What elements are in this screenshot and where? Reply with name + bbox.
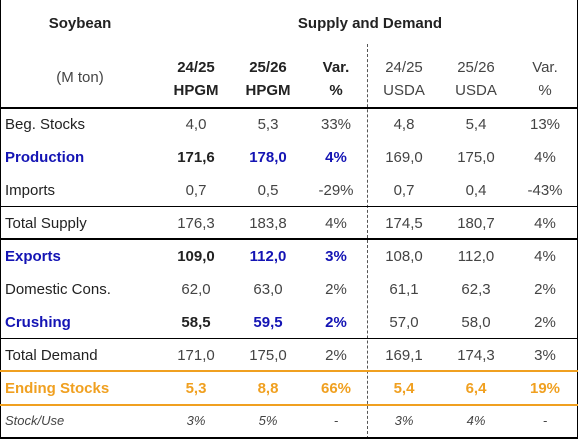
- table-cell: 2%: [534, 281, 556, 298]
- table-cell: 175,0: [457, 149, 495, 166]
- table-cell: 0,5: [257, 182, 279, 199]
- table-cell: 5%: [258, 413, 278, 428]
- source-divider: [367, 44, 368, 439]
- table-cell: 4,0: [185, 116, 207, 133]
- table-cell: 0,7: [393, 182, 415, 199]
- table-cell: 4%: [325, 149, 347, 166]
- table-cell: 109,0: [177, 248, 215, 265]
- col-header-line2: USDA: [455, 82, 497, 99]
- table-cell: 2%: [325, 281, 347, 298]
- row-rule: [0, 338, 578, 339]
- col-header-line1: 25/26: [457, 59, 495, 76]
- table-cell: 3%: [325, 248, 347, 265]
- table-cell: 2%: [325, 314, 347, 331]
- table-cell: 4,8: [393, 116, 415, 133]
- table-cell: 108,0: [385, 248, 423, 265]
- table-cell: 61,1: [389, 281, 419, 298]
- table-cell: 62,0: [181, 281, 211, 298]
- table-cell: 57,0: [389, 314, 419, 331]
- row-label: Stock/Use: [5, 413, 65, 428]
- table-cell: 63,0: [253, 281, 283, 298]
- table-cell: 174,5: [385, 215, 423, 232]
- row-rule: [0, 206, 578, 207]
- col-header-line1: 24/25: [385, 59, 423, 76]
- table-cell: 175,0: [249, 347, 287, 364]
- table-cell: 180,7: [457, 215, 495, 232]
- table-cell: 4%: [534, 149, 556, 166]
- col-header-line2: HPGM: [173, 82, 219, 99]
- table-cell: 4%: [466, 413, 486, 428]
- col-header-line2: USDA: [383, 82, 425, 99]
- header-rule: [0, 107, 578, 109]
- table-cell: 58,0: [461, 314, 491, 331]
- table-cell: 5,4: [465, 116, 487, 133]
- row-label: Crushing: [5, 314, 71, 331]
- table-cell: 13%: [529, 116, 561, 133]
- row-label: Imports: [5, 182, 56, 199]
- table-cell: 5,3: [185, 380, 207, 397]
- row-label: Total Demand: [5, 347, 98, 364]
- table-left-border: [0, 0, 1, 439]
- table-cell: 112,0: [249, 248, 287, 265]
- table-cell: 2%: [325, 347, 347, 364]
- col-header-line2: %: [538, 82, 552, 99]
- ending-stocks-bottom-rule: [0, 404, 578, 406]
- col-header-line2: HPGM: [245, 82, 291, 99]
- table-cell: 3%: [394, 413, 414, 428]
- table-cell: 2%: [534, 314, 556, 331]
- table-cell: -29%: [318, 182, 354, 199]
- table-cell: 183,8: [249, 215, 287, 232]
- table-cell: 169,0: [385, 149, 423, 166]
- table-cell: 174,3: [457, 347, 495, 364]
- table-cell: 0,7: [185, 182, 207, 199]
- table-cell: 58,5: [181, 314, 211, 331]
- table-cell: 33%: [320, 116, 352, 133]
- table-cell: 19%: [529, 380, 561, 397]
- table-cell: 3%: [186, 413, 206, 428]
- row-label: Ending Stocks: [5, 380, 110, 397]
- unit-label: (M ton): [56, 69, 104, 86]
- table-cell: 178,0: [249, 149, 287, 166]
- table-cell: 0,4: [465, 182, 487, 199]
- table-cell: -: [542, 413, 548, 428]
- table-cell: 5,3: [257, 116, 279, 133]
- table-bottom-rule: [0, 437, 578, 439]
- col-header-line1: 24/25: [177, 59, 215, 76]
- table-cell: 6,4: [465, 380, 487, 397]
- col-header-line1: 25/26: [249, 59, 287, 76]
- table-cell: 62,3: [461, 281, 491, 298]
- section-rule: [0, 238, 578, 240]
- col-header-line2: %: [329, 82, 343, 99]
- table-cell: 169,1: [385, 347, 423, 364]
- col-header-line1: Var.: [532, 59, 558, 76]
- row-label: Exports: [5, 248, 61, 265]
- col-header-line1: Var.: [322, 59, 350, 76]
- table-cell: -43%: [527, 182, 563, 199]
- table-cell: 8,8: [257, 380, 279, 397]
- table-cell: -: [333, 413, 339, 428]
- table-cell: 4%: [534, 248, 556, 265]
- table-cell: 4%: [534, 215, 556, 232]
- table-cell: 3%: [534, 347, 556, 364]
- ending-stocks-top-rule: [0, 370, 578, 372]
- table-cell: 171,0: [177, 347, 215, 364]
- row-label: Total Supply: [5, 215, 87, 232]
- table-cell: 66%: [320, 380, 352, 397]
- row-label: Production: [5, 149, 85, 166]
- table-cell: 5,4: [393, 380, 415, 397]
- product-title: Soybean: [48, 15, 112, 32]
- table-cell: 4%: [325, 215, 347, 232]
- table-cell: 171,6: [177, 149, 215, 166]
- table-cell: 59,5: [253, 314, 283, 331]
- table-cell: 176,3: [177, 215, 215, 232]
- table-cell: 112,0: [457, 248, 495, 265]
- section-title: Supply and Demand: [297, 15, 443, 32]
- row-label: Domestic Cons.: [5, 281, 111, 298]
- row-label: Beg. Stocks: [5, 116, 86, 133]
